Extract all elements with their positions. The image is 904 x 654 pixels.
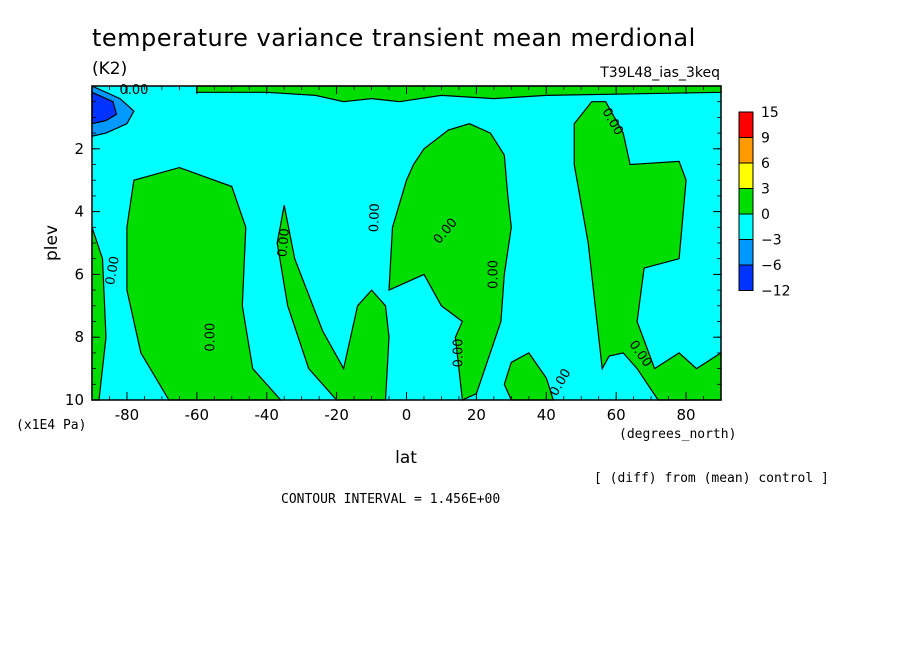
y-tick-label: 8 [74, 328, 84, 346]
y-tick-label: 10 [65, 391, 84, 409]
legend-level-label: 9 [761, 131, 770, 147]
contour-label: 0.00 [367, 203, 383, 232]
chart-units: (K2) [92, 59, 127, 79]
y-tick-label: 2 [74, 140, 84, 158]
x-tick-label: 40 [537, 406, 556, 424]
legend-level-label: −6 [761, 258, 782, 274]
legend-swatch [738, 162, 754, 189]
y-axis-units: (x1E4 Pa) [16, 418, 86, 433]
contour-label: 0.00 [451, 338, 466, 367]
legend-level-label: −3 [761, 233, 782, 249]
x-axis-ticks: -80 -60 -40 -20 0 20 40 60 80 [115, 86, 696, 424]
contour-label: 0.00 [203, 323, 218, 352]
diff-note: [ (diff) from (mean) control ] [594, 471, 829, 486]
filled-contours [91, 85, 722, 401]
contour-label: 0.00 [119, 83, 148, 98]
x-axis-units: (degrees_north) [619, 427, 736, 442]
plot-area: 0.000.000.000.00 0.000.000.000.000.000.00… [91, 83, 722, 401]
legend-level-label: 3 [761, 182, 770, 198]
x-tick-label: -40 [254, 406, 279, 424]
run-label: T39L48_ias_3keq [599, 65, 720, 81]
legend-level-label: 15 [761, 105, 779, 121]
legend-level-label: 6 [761, 156, 770, 172]
x-tick-label: -60 [185, 406, 210, 424]
x-tick-label: 0 [402, 406, 412, 424]
legend-level-label: 0 [761, 207, 770, 223]
contour-region-4 [573, 101, 722, 401]
legend-swatch [738, 111, 754, 138]
contour-region-1 [126, 166, 283, 401]
x-axis-label: lat [395, 448, 417, 468]
contour-region-5 [196, 85, 722, 103]
legend-level-label: −12 [761, 284, 791, 300]
legend-swatch [738, 213, 754, 240]
y-axis-label: plev [42, 225, 62, 261]
contour-interval: CONTOUR INTERVAL = 1.456E+00 [281, 492, 500, 507]
color-legend: 15 9 6 3 0 −3 −6 −12 [738, 105, 791, 300]
chart-title: temperature variance transient mean merd… [92, 24, 696, 52]
legend-swatch [738, 188, 754, 215]
y-axis-ticks: 2 4 6 8 10 [65, 140, 721, 409]
contour-label: 0.00 [275, 228, 292, 258]
legend-swatch [738, 239, 754, 266]
contour-region-2 [276, 205, 390, 401]
y-tick-label: 4 [74, 203, 84, 221]
contour-region-3 [388, 123, 512, 401]
legend-swatch [738, 137, 754, 164]
legend-swatch [738, 264, 754, 291]
y-tick-label: 6 [74, 265, 84, 283]
contour-label: 0.00 [486, 260, 501, 289]
x-tick-label: -20 [324, 406, 349, 424]
x-tick-label: 80 [677, 406, 696, 424]
x-tick-label: 60 [607, 406, 626, 424]
contour-label: 0.00 [103, 255, 123, 286]
x-tick-label: -80 [115, 406, 140, 424]
x-tick-label: 20 [467, 406, 486, 424]
